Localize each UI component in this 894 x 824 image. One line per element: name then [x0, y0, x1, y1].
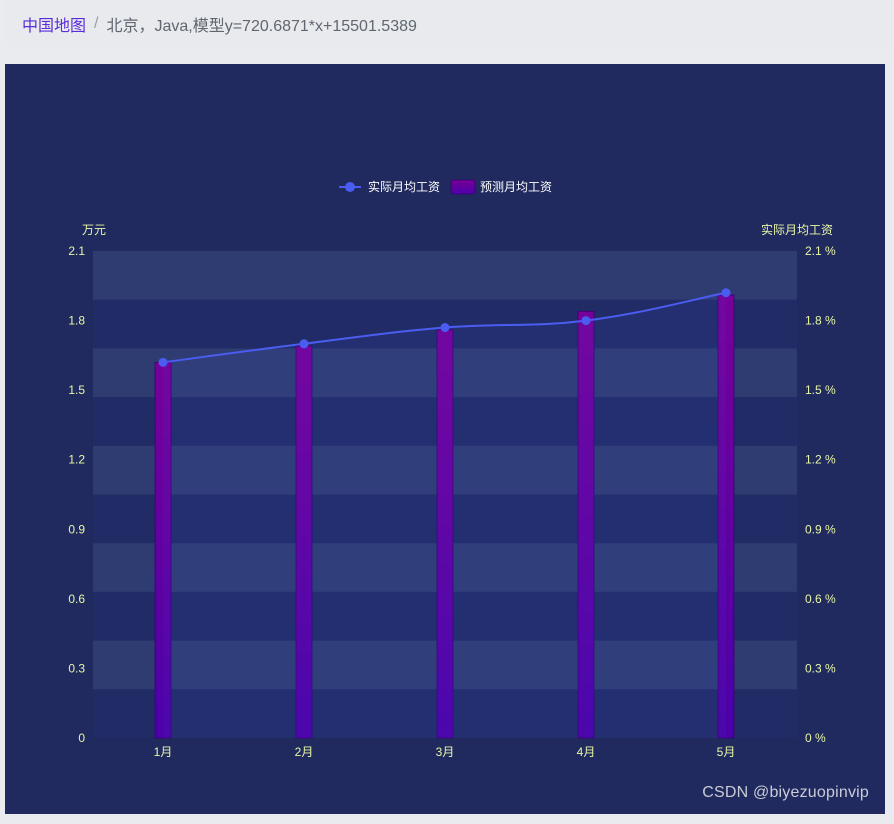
bar[interactable]: [577, 310, 595, 739]
legend: 实际月均工资 预测月均工资: [339, 179, 552, 195]
y-tick-right: 1.8 %: [805, 314, 836, 328]
y-tick-right: 1.2 %: [805, 453, 836, 467]
legend-line-icon: [345, 182, 355, 192]
y-tick-right: 1.5 %: [805, 383, 836, 397]
y-tick-left: 2.1: [68, 244, 85, 258]
y-tick-left: 0.3: [68, 661, 85, 675]
salary-chart: 0 0.3 0.6 0.9 1.2 1.5 1.8 2.1 0 % 0.3 % 0.6 % 0.9 …: [68, 179, 836, 759]
breadcrumb: 中国地图 / 北京，Java,模型y=720.6871*x+15501.5389: [5, 0, 893, 47]
y-axis-left: 0 0.3 0.6 0.9 1.2 1.5 1.8 2.1: [68, 244, 85, 745]
bottom-strip: [0, 814, 894, 824]
x-tick-label: 3月: [436, 745, 455, 759]
y-tick-right: 0.9 %: [805, 522, 836, 536]
line-point[interactable]: [299, 339, 309, 349]
y-axis-left-title: 万元: [82, 223, 106, 237]
breadcrumb-current: 北京，Java,模型y=720.6871*x+15501.5389: [106, 17, 417, 35]
breadcrumb-separator: /: [94, 14, 99, 32]
x-tick-label: 2月: [295, 745, 314, 759]
y-tick-left: 0.9: [68, 522, 85, 536]
line-point[interactable]: [581, 316, 591, 326]
y-tick-left: 0: [78, 731, 85, 745]
legend-label[interactable]: 实际月均工资: [368, 179, 440, 194]
line-area: [163, 292, 726, 738]
y-tick-left: 1.5: [68, 383, 85, 397]
line-point[interactable]: [721, 288, 731, 298]
y-tick-left: 0.6: [68, 592, 85, 606]
line-point[interactable]: [440, 323, 450, 333]
y-tick-left: 1.2: [68, 453, 85, 467]
x-tick-label: 4月: [577, 745, 596, 759]
x-axis: 1月 2月 3月 4月 5月: [154, 745, 736, 759]
y-tick-right: 0.6 %: [805, 592, 836, 606]
line-point[interactable]: [158, 357, 168, 367]
y-tick-left: 1.8: [68, 314, 85, 328]
watermark: CSDN @biyezuopinvip: [702, 784, 869, 801]
legend-bar-icon: [450, 179, 476, 195]
bar-series: [154, 294, 735, 739]
y-tick-right: 0.3 %: [805, 661, 836, 675]
chart-panel: 0 0.3 0.6 0.9 1.2 1.5 1.8 2.1 0 % 0.3 % 0.6 % 0.9 …: [5, 64, 885, 814]
x-tick-label: 1月: [154, 745, 173, 759]
y-axis-right: 0 % 0.3 % 0.6 % 0.9 % 1.2 % 1.5 % 1.8 % 2.1 %: [805, 244, 836, 745]
legend-label[interactable]: 预测月均工资: [480, 180, 552, 194]
split-band: [93, 251, 797, 300]
y-tick-right: 2.1 %: [805, 244, 836, 258]
breadcrumb-root-link[interactable]: 中国地图: [22, 17, 87, 35]
y-axis-right-title: 实际月均工资: [761, 222, 833, 237]
line-series: [158, 288, 731, 738]
y-tick-right: 0 %: [805, 731, 826, 745]
x-tick-label: 5月: [717, 745, 736, 759]
